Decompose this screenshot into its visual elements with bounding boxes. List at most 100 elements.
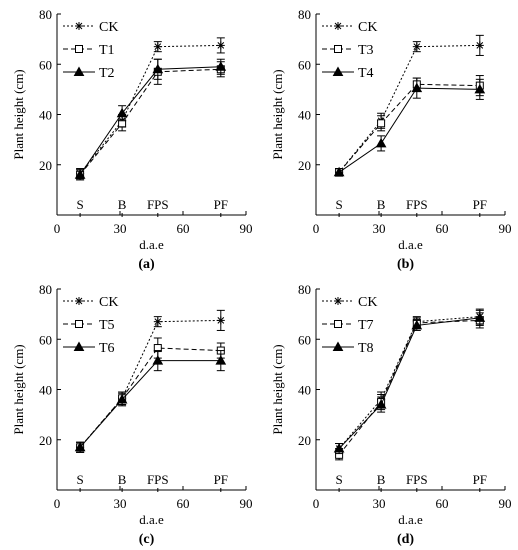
y-tick-label: 80 (298, 282, 311, 297)
y-axis-label: Plant height (cm) (11, 344, 26, 434)
legend-label: T8 (358, 341, 374, 356)
series-T8 (333, 309, 486, 455)
data-point (152, 63, 164, 74)
y-tick-label: 80 (298, 7, 311, 22)
legend-marker (332, 341, 344, 351)
stage-label: FPS (147, 197, 169, 212)
stage-label: FPS (406, 472, 428, 487)
series-CK (76, 37, 225, 180)
legend-marker (334, 297, 342, 305)
y-axis-label: Plant height (cm) (270, 344, 285, 434)
panel-label: (d) (397, 532, 414, 547)
legend-label: T2 (99, 66, 115, 81)
data-point (474, 312, 486, 322)
x-tick-label: 0 (313, 221, 320, 236)
data-point (216, 41, 225, 50)
chart-panel-4: 20 40 60 80 0 30 60 90 S B FPS PF d.a.e Plant height … (270, 282, 512, 547)
legend-marker (75, 320, 83, 328)
panel-label: (b) (397, 257, 414, 272)
data-point (216, 316, 225, 325)
x-axis-label: d.a.e (139, 237, 164, 252)
data-point (152, 355, 164, 365)
series-T3 (335, 75, 484, 177)
y-tick-label: 60 (39, 332, 52, 347)
x-axis-label: d.a.e (139, 512, 164, 527)
legend-label: CK (99, 295, 118, 310)
series-line (79, 319, 221, 448)
legend-label: CK (358, 20, 377, 35)
x-tick-label: 30 (114, 496, 127, 511)
series-line (338, 317, 480, 449)
y-tick-label: 80 (39, 7, 52, 22)
y-tick-label: 20 (39, 158, 52, 173)
data-point (375, 399, 387, 409)
legend-label: T7 (358, 318, 374, 333)
legend-marker (75, 22, 83, 30)
data-point (215, 61, 227, 71)
x-tick-label: 30 (373, 221, 386, 236)
x-axis-label: d.a.e (398, 512, 423, 527)
x-tick-label: 60 (436, 496, 449, 511)
stage-label: B (377, 197, 386, 212)
data-point (215, 355, 227, 365)
data-point (411, 82, 423, 93)
stage-label: PF (214, 197, 228, 212)
x-tick-label: 0 (54, 221, 61, 236)
x-tick-label: 90 (499, 496, 512, 511)
x-tick-label: 30 (373, 496, 386, 511)
stage-label: FPS (406, 197, 428, 212)
stage-label: B (118, 472, 127, 487)
legend-label: T5 (99, 318, 115, 333)
legend-marker (75, 297, 83, 305)
series-T2 (74, 58, 227, 181)
stage-label: FPS (147, 472, 169, 487)
legend-label: T4 (358, 66, 374, 81)
chart-panel-1: 20 40 60 80 0 30 60 90 S B FPS PF d.a.e Plant height … (11, 7, 253, 272)
data-point (153, 42, 162, 51)
legend-label: T6 (99, 341, 115, 356)
series-line (338, 83, 480, 173)
data-point (377, 119, 386, 128)
stage-label: PF (214, 472, 228, 487)
data-point (411, 319, 423, 330)
legend-marker (332, 66, 344, 76)
data-point (74, 441, 86, 452)
stage-label: PF (473, 472, 487, 487)
panel-label: (a) (138, 257, 155, 272)
y-tick-label: 40 (298, 108, 311, 123)
y-tick-label: 20 (298, 433, 311, 448)
x-tick-label: 90 (499, 221, 512, 236)
data-point (475, 41, 484, 50)
x-tick-label: 90 (240, 221, 253, 236)
stage-label: B (118, 197, 127, 212)
series-line (79, 44, 221, 174)
series-line (338, 316, 480, 449)
stage-label: B (377, 472, 386, 487)
y-tick-label: 40 (39, 108, 52, 123)
y-tick-label: 60 (298, 57, 311, 72)
series-T7 (335, 312, 484, 461)
y-tick-label: 40 (39, 383, 52, 398)
data-point (375, 137, 387, 148)
legend-marker (334, 22, 342, 30)
y-tick-label: 80 (39, 282, 52, 297)
y-tick-label: 20 (298, 158, 311, 173)
y-tick-label: 60 (39, 57, 52, 72)
series-line (79, 347, 221, 448)
legend-label: T1 (99, 43, 115, 58)
x-tick-label: 0 (54, 496, 61, 511)
legend-label: CK (358, 295, 377, 310)
chart-panel-2: 20 40 60 80 0 30 60 90 S B FPS PF d.a.e Plant height … (270, 7, 512, 272)
legend-marker (334, 320, 342, 328)
series-line (338, 44, 480, 173)
series-line (79, 68, 221, 176)
data-point (116, 107, 128, 118)
legend-label: CK (99, 20, 118, 35)
stage-label: S (76, 197, 83, 212)
legend-label: T3 (358, 43, 374, 58)
x-tick-label: 60 (436, 221, 449, 236)
data-point (412, 42, 421, 51)
series-line (79, 360, 221, 448)
series-line (338, 87, 480, 173)
chart-panel-3: 20 40 60 80 0 30 60 90 S B FPS PF d.a.e Plant height … (11, 282, 253, 547)
